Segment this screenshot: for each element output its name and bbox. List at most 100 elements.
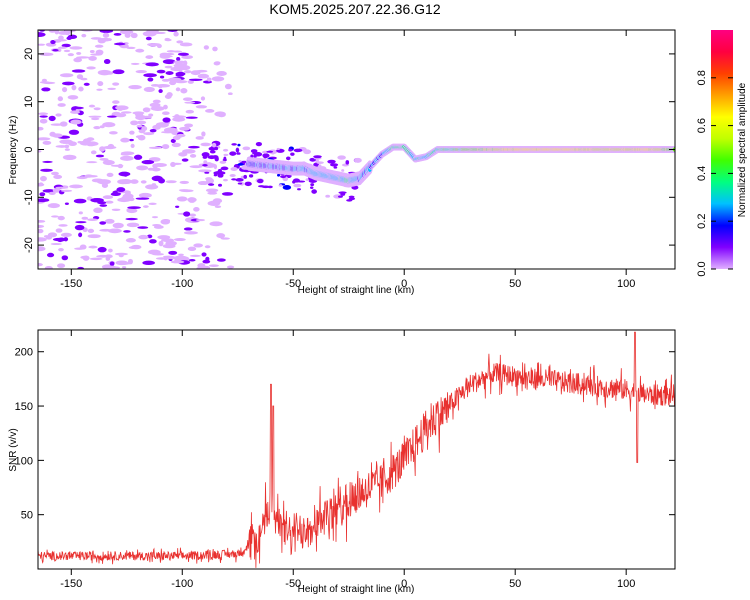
noise-cell <box>165 180 177 184</box>
noise-cell <box>163 104 168 110</box>
noise-cell <box>67 53 74 57</box>
noise-cell <box>128 138 134 142</box>
noise-cell <box>51 215 59 218</box>
noise-cell <box>263 154 268 159</box>
noise-cell <box>341 169 345 172</box>
noise-cell <box>201 131 206 137</box>
noise-cell <box>179 180 190 184</box>
noise-cell <box>40 168 53 172</box>
snr-panel: -150 -100 -50 0 50 100 50 100 150 200 Height of … <box>8 329 676 595</box>
noise-cell <box>99 30 114 34</box>
noise-cell <box>325 194 331 198</box>
noise-cell <box>130 244 142 250</box>
noise-cell <box>184 231 198 235</box>
noise-cell <box>110 164 124 167</box>
noise-cell <box>220 237 230 240</box>
colorbar-tick-label: 0.4 <box>696 166 708 181</box>
noise-cell <box>216 70 227 77</box>
noise-cell <box>187 246 197 252</box>
noise-cell <box>113 42 126 46</box>
noise-cell <box>61 87 68 93</box>
noise-cell <box>138 192 152 198</box>
noise-cell <box>109 261 115 266</box>
snr-plot-area <box>38 330 675 569</box>
noise-cell <box>313 162 320 167</box>
noise-cell <box>175 87 181 92</box>
noise-cell <box>223 153 229 157</box>
noise-cell <box>112 82 120 86</box>
colorbar-ticks: 0.0 0.2 0.4 0.6 0.8 <box>696 70 733 277</box>
noise-cell <box>151 106 165 111</box>
noise-cell <box>106 115 118 118</box>
noise-cell <box>123 230 131 233</box>
noise-cell <box>141 159 155 165</box>
noise-cell <box>48 30 57 33</box>
noise-cell <box>238 159 242 163</box>
noise-cell <box>87 144 95 147</box>
noise-cell <box>106 172 114 177</box>
noise-cell <box>184 70 192 74</box>
noise-cell <box>53 39 67 42</box>
noise-cell <box>168 250 178 255</box>
noise-cell <box>175 133 186 138</box>
noise-cell <box>293 183 302 188</box>
noise-cell <box>55 228 63 233</box>
noise-cell <box>147 77 154 82</box>
noise-cell <box>112 100 120 104</box>
noise-cell <box>303 149 312 155</box>
noise-cell <box>202 265 211 269</box>
noise-cell <box>68 129 80 135</box>
noise-cell <box>135 48 145 53</box>
noise-cell <box>107 87 116 90</box>
x-tick-label: -100 <box>171 578 193 590</box>
noise-cell <box>62 81 75 86</box>
noise-cell <box>189 154 197 158</box>
noise-cell <box>104 218 115 224</box>
noise-cell <box>184 123 194 128</box>
noise-cell <box>87 234 101 239</box>
noise-cell <box>128 84 142 90</box>
noise-cell <box>149 129 157 133</box>
noise-cell <box>148 202 157 205</box>
noise-cell <box>102 195 114 200</box>
noise-cell <box>38 246 42 252</box>
noise-cell <box>184 101 196 104</box>
noise-cell <box>183 211 191 217</box>
noise-cell <box>94 44 104 48</box>
noise-cell <box>214 61 221 65</box>
x-tick-label: -50 <box>285 278 301 290</box>
noise-cell <box>70 119 82 125</box>
noise-cell <box>81 33 87 38</box>
noise-cell <box>200 142 211 147</box>
noise-cell <box>38 220 46 223</box>
noise-cell <box>58 247 64 252</box>
noise-cell <box>180 88 188 94</box>
noise-cell <box>158 240 164 247</box>
noise-cell <box>173 60 187 64</box>
noise-cell <box>243 174 248 179</box>
noise-cell <box>106 265 117 269</box>
noise-cell <box>57 96 64 102</box>
noise-cell <box>167 77 182 82</box>
noise-cell <box>189 213 197 217</box>
noise-cell <box>166 50 176 53</box>
noise-cell <box>231 143 237 146</box>
noise-cell <box>64 202 69 206</box>
noise-cell <box>177 52 189 56</box>
noise-cell <box>145 36 152 41</box>
noise-cell <box>161 238 175 243</box>
noise-cell <box>77 140 83 144</box>
noise-cell <box>133 154 143 160</box>
noise-cell <box>176 196 188 202</box>
noise-cell <box>103 59 111 65</box>
noise-cell <box>209 150 216 154</box>
noise-cell <box>230 167 238 171</box>
noise-cell <box>348 195 355 199</box>
noise-cell <box>171 142 181 148</box>
noise-cell <box>90 150 97 155</box>
noise-cell <box>187 145 200 149</box>
noise-cell <box>78 232 83 238</box>
noise-cell <box>90 198 104 203</box>
noise-cell <box>38 237 47 242</box>
